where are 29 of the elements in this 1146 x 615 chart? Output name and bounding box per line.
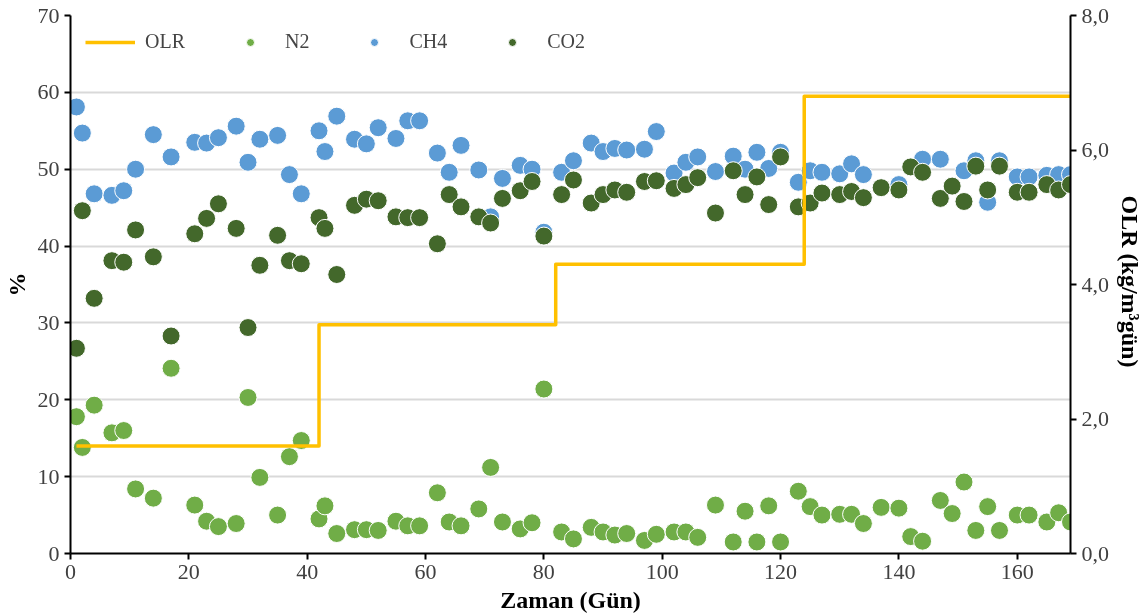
y-tick-label: 20 bbox=[37, 386, 60, 412]
y-axis-title: % bbox=[3, 272, 30, 297]
y2-axis-title: OLR (kg/m³gün) bbox=[1117, 195, 1143, 368]
y2-tick-label: 2,0 bbox=[1081, 406, 1109, 431]
y2-tick-label: 0,0 bbox=[1081, 540, 1109, 566]
y-tick-label: 0 bbox=[48, 540, 60, 566]
x-tick-label: 0 bbox=[65, 558, 76, 584]
legend-label: N2 bbox=[285, 30, 310, 53]
y-tick-label: 40 bbox=[37, 233, 60, 259]
y-tick-label: 10 bbox=[37, 463, 60, 489]
x-tick-label: 40 bbox=[296, 558, 319, 584]
x-axis-title: Zaman (Gün) bbox=[500, 586, 641, 613]
x-tick-label: 160 bbox=[1000, 558, 1034, 584]
y-tick-label: 50 bbox=[37, 156, 60, 182]
x-tick-label: 80 bbox=[532, 558, 555, 584]
legend-label: CH4 bbox=[409, 30, 448, 53]
x-tick-label: 60 bbox=[414, 558, 437, 584]
legend-label: OLR bbox=[145, 30, 185, 53]
y2-tick-label: 6,0 bbox=[1081, 137, 1109, 162]
y2-tick-label: 4,0 bbox=[1081, 271, 1109, 297]
x-tick-label: 120 bbox=[764, 558, 798, 584]
y-tick-label: 30 bbox=[37, 309, 60, 335]
y2-tick-label: 8,0 bbox=[1081, 2, 1109, 28]
y-tick-label: 70 bbox=[37, 2, 60, 28]
y-tick-label: 60 bbox=[37, 79, 60, 105]
x-tick-label: 100 bbox=[645, 558, 679, 584]
legend-label: CO2 bbox=[547, 30, 586, 53]
x-tick-label: 140 bbox=[882, 558, 916, 584]
x-tick-label: 20 bbox=[177, 558, 200, 584]
